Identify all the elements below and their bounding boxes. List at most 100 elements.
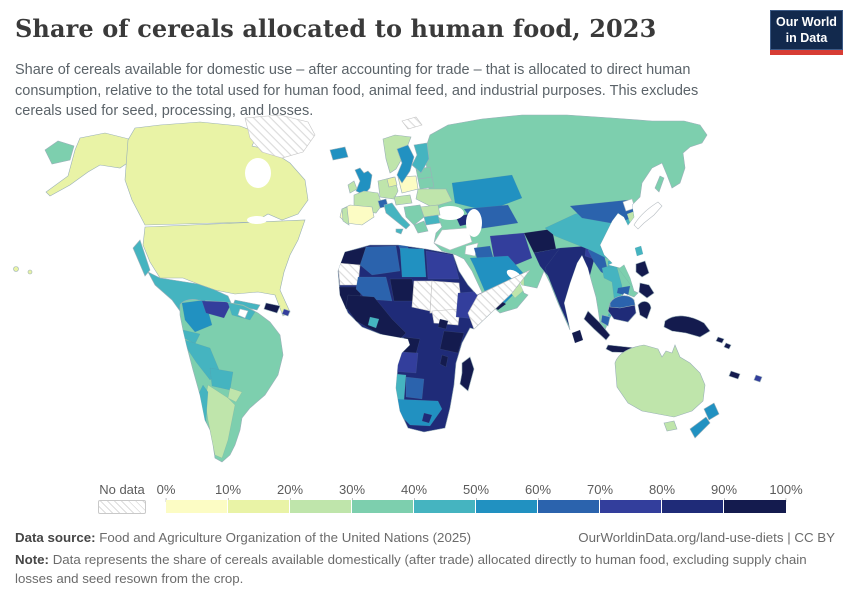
region-niger[interactable] xyxy=(389,278,417,302)
region-egypt[interactable] xyxy=(425,250,460,280)
region-tanzania[interactable] xyxy=(439,330,465,354)
region-svalbard-no-data[interactable] xyxy=(401,116,423,130)
legend-tick-labels: 0% 10% 20% 30% 40% 50% 60% 70% 80% 90% 100% xyxy=(157,482,803,502)
region-hispaniola[interactable] xyxy=(263,302,281,314)
region-denmark[interactable] xyxy=(386,176,398,188)
region-solomon-islands[interactable] xyxy=(715,336,725,344)
region-new-zealand-south[interactable] xyxy=(689,416,711,439)
legend-swatch[interactable] xyxy=(476,500,538,513)
region-sweden[interactable] xyxy=(396,144,415,184)
owid-logo[interactable]: Our World in Data xyxy=(770,10,843,56)
region-japan-no-data[interactable] xyxy=(633,201,663,230)
region-usa[interactable] xyxy=(142,219,306,317)
region-ireland[interactable] xyxy=(347,180,358,194)
region-philippines[interactable] xyxy=(635,260,650,278)
region-syria-no-data[interactable] xyxy=(464,242,479,257)
legend-swatch[interactable] xyxy=(662,500,724,513)
region-chukotka[interactable] xyxy=(44,140,75,165)
region-libya[interactable] xyxy=(399,247,427,278)
legend-swatch[interactable] xyxy=(600,500,662,513)
region-finland[interactable] xyxy=(411,142,430,174)
region-botswana[interactable] xyxy=(405,376,425,400)
region-malawi[interactable] xyxy=(439,354,449,368)
region-hainan[interactable] xyxy=(607,260,616,268)
region-sicily[interactable] xyxy=(395,228,404,235)
note-line: Note: Data represents the share of cerea… xyxy=(15,550,837,589)
legend-tick-label: 80% xyxy=(649,482,675,502)
page-title: Share of cereals allocated to human food… xyxy=(15,14,657,43)
region-uk[interactable] xyxy=(354,167,373,196)
region-suriname-no-data[interactable] xyxy=(237,308,249,319)
region-sri-lanka[interactable] xyxy=(571,329,584,344)
region-taiwan[interactable] xyxy=(634,245,644,257)
legend-swatch[interactable] xyxy=(228,500,290,513)
hudson-bay xyxy=(245,158,271,188)
legend-swatch[interactable] xyxy=(166,500,228,513)
world-choropleth-map xyxy=(12,113,842,475)
legend-swatch[interactable] xyxy=(724,500,786,513)
legend-tick-label: 0% xyxy=(157,482,175,502)
region-norway[interactable] xyxy=(382,134,412,174)
region-ukraine[interactable] xyxy=(415,188,453,208)
region-western-sahara-no-data[interactable] xyxy=(338,262,361,286)
region-fiji[interactable] xyxy=(753,374,763,383)
region-italy[interactable] xyxy=(383,202,411,230)
region-angola[interactable] xyxy=(387,350,419,374)
legend-no-data-label: No data xyxy=(99,482,145,497)
region-portugal[interactable] xyxy=(341,206,350,226)
region-philippines-south[interactable] xyxy=(638,282,655,299)
region-puerto-rico[interactable] xyxy=(281,308,291,317)
region-new-zealand-north[interactable] xyxy=(703,402,720,421)
great-lakes xyxy=(247,216,267,224)
region-hawaii-2[interactable] xyxy=(27,269,33,275)
region-baja-mexico[interactable] xyxy=(132,239,151,277)
region-solomon-islands-2[interactable] xyxy=(723,342,732,350)
region-greenland-no-data[interactable] xyxy=(244,114,316,159)
region-mali[interactable] xyxy=(355,276,393,302)
region-ivory-coast[interactable] xyxy=(367,316,380,329)
note-text: Data represents the share of cereals ava… xyxy=(15,552,807,587)
region-argentina[interactable] xyxy=(204,384,236,459)
legend-swatch[interactable] xyxy=(414,500,476,513)
region-somalia-no-data[interactable] xyxy=(467,269,530,330)
region-iceland[interactable] xyxy=(329,146,349,161)
region-bulgaria[interactable] xyxy=(423,214,441,226)
owid-logo-box: Our World in Data xyxy=(770,10,843,51)
legend-tick-label: 90% xyxy=(711,482,737,502)
region-madagascar[interactable] xyxy=(459,356,475,392)
region-lesotho[interactable] xyxy=(421,412,433,424)
region-algeria[interactable] xyxy=(359,245,401,276)
region-greece[interactable] xyxy=(413,220,429,234)
region-tasmania[interactable] xyxy=(663,420,678,432)
owid-link[interactable]: OurWorldinData.org/land-use-diets | CC B… xyxy=(578,530,835,545)
region-kazakhstan[interactable] xyxy=(451,174,523,212)
legend-swatch[interactable] xyxy=(538,500,600,513)
world-map-svg xyxy=(13,114,763,463)
region-chad-no-data[interactable] xyxy=(411,280,433,312)
legend-tick-label: 10% xyxy=(215,482,241,502)
region-australia[interactable] xyxy=(614,344,706,418)
region-balkans[interactable] xyxy=(403,204,425,226)
region-paraguay[interactable] xyxy=(227,387,243,403)
region-new-caledonia[interactable] xyxy=(728,370,741,380)
region-canada[interactable] xyxy=(124,121,309,226)
region-alaska[interactable] xyxy=(45,132,136,197)
legend-no-data-swatch[interactable] xyxy=(98,500,146,514)
region-new-guinea[interactable] xyxy=(663,315,711,338)
region-sulawesi[interactable] xyxy=(637,301,652,320)
legend-swatch[interactable] xyxy=(352,500,414,513)
region-sumatra[interactable] xyxy=(583,310,611,341)
region-malaysia-borneo[interactable] xyxy=(609,295,636,309)
region-uganda[interactable] xyxy=(437,318,449,330)
region-south-sudan-no-data[interactable] xyxy=(431,308,461,326)
region-malaysia-peninsula[interactable] xyxy=(600,314,611,327)
data-source-label: Data source: xyxy=(15,530,96,545)
region-hawaii[interactable] xyxy=(13,266,19,272)
owid-logo-line2: in Data xyxy=(785,30,828,45)
map-legend: No data 0% 10% 20% 30% 40% 50% 60% 70% 80% 90% 100… xyxy=(0,481,850,515)
region-sakhalin[interactable] xyxy=(654,175,665,193)
legend-swatch[interactable] xyxy=(290,500,352,513)
region-austria-hungary[interactable] xyxy=(393,194,413,206)
legend-tick-label: 70% xyxy=(587,482,613,502)
